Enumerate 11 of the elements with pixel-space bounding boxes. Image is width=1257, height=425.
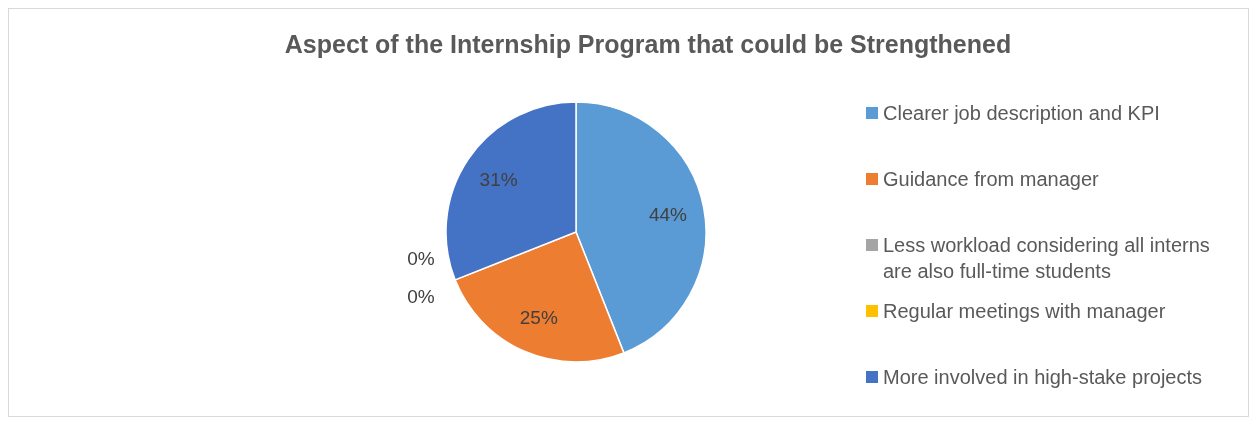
chart-title: Aspect of the Internship Program that could be Strengthened [284,30,1012,58]
legend-label: Clearer job description and KPI [883,102,1160,124]
text: 0% [407,286,435,308]
legend-label: Regular meetings with manager [883,300,1166,322]
data-label: 31% [479,168,518,190]
legend-label: Less workload considering all interns are also full-time students [883,234,1210,282]
data-label: 44% [648,203,688,225]
data-label: 25% [519,307,558,329]
legend-label: More involved in high-stake projects [883,366,1203,388]
text: 0% [407,248,435,270]
legend-label: Guidance from manager [883,168,1099,190]
